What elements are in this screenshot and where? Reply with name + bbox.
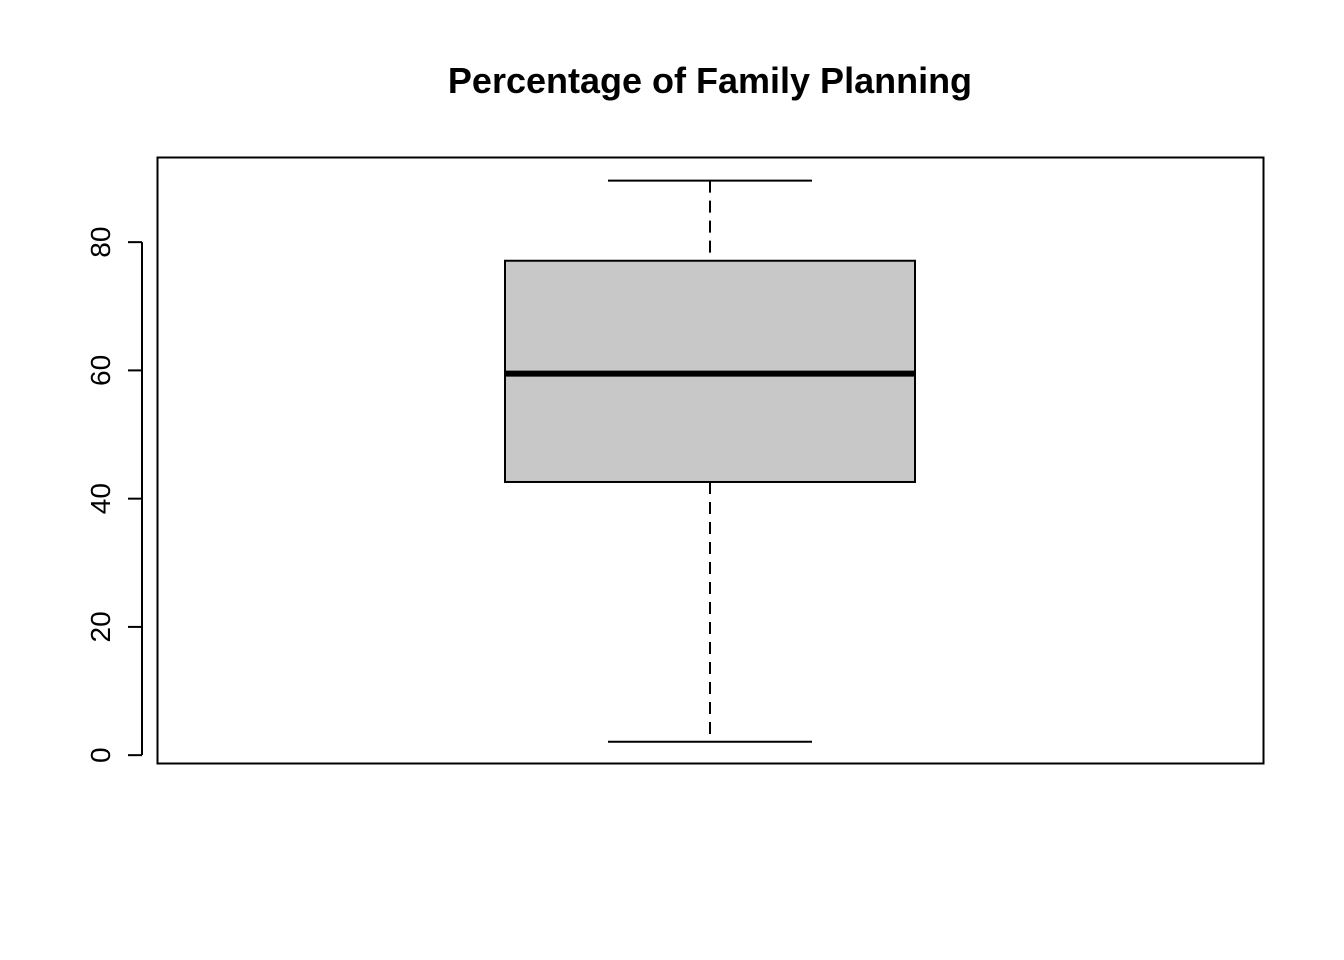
y-axis: 0 20 40 60 80 xyxy=(85,227,143,763)
y-tick-label-40: 40 xyxy=(85,483,116,514)
chart-title: Percentage of Family Planning xyxy=(448,60,972,101)
y-tick-label-80: 80 xyxy=(85,227,116,258)
boxplot xyxy=(504,179,916,743)
y-tick-label-0: 0 xyxy=(85,747,116,763)
y-tick-label-60: 60 xyxy=(85,355,116,386)
y-tick-label-20: 20 xyxy=(85,611,116,642)
plot-frame xyxy=(156,156,1265,765)
